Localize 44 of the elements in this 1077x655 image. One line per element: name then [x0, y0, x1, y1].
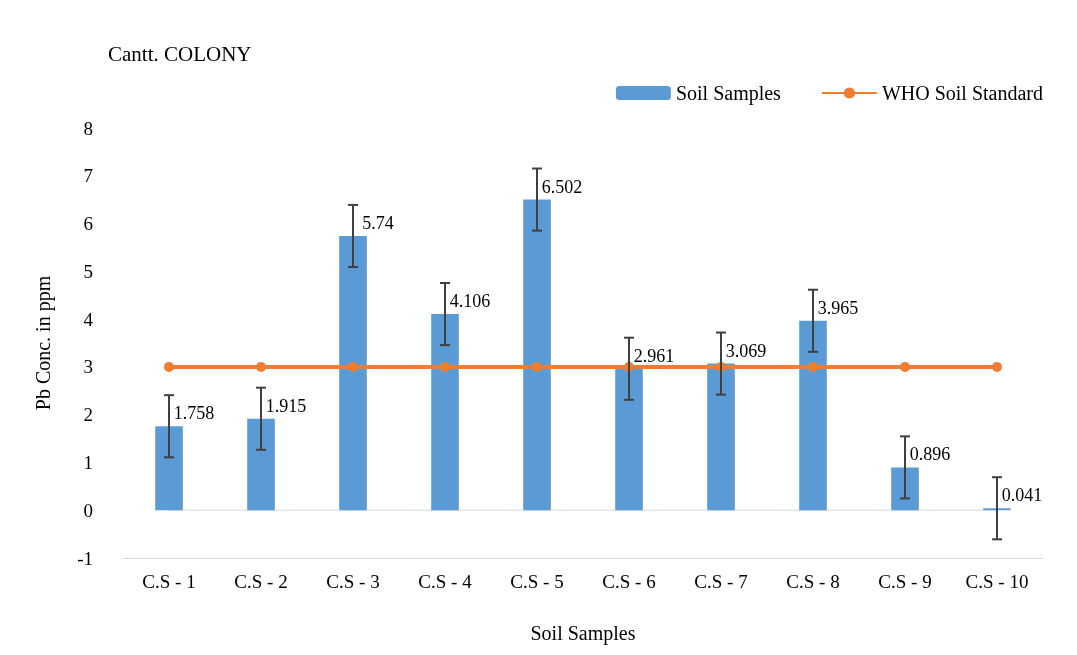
y-tick-label: 8 — [83, 117, 93, 139]
bar — [339, 235, 367, 511]
bar — [891, 467, 919, 511]
bar — [615, 368, 643, 511]
x-tick-label: C.S - 5 — [510, 571, 564, 592]
y-tick-label: 3 — [83, 356, 93, 378]
bar — [155, 426, 183, 511]
x-tick-label: C.S - 9 — [878, 571, 932, 592]
x-tick-label: C.S - 2 — [234, 571, 288, 592]
y-tick-label: 7 — [83, 165, 93, 187]
bar — [431, 314, 459, 511]
x-tick-label: C.S - 10 — [965, 571, 1029, 592]
x-tick-label: C.S - 4 — [418, 571, 473, 592]
x-tick-label: C.S - 3 — [326, 571, 380, 592]
legend-label: WHO Soil Standard — [881, 82, 1043, 104]
bar — [247, 418, 275, 511]
y-tick-label: -1 — [77, 547, 93, 569]
bar — [799, 320, 827, 511]
y-tick-label: 5 — [83, 260, 93, 282]
chart-title: Cantt. COLONY — [108, 41, 252, 66]
data-label: 2.961 — [633, 345, 675, 366]
y-tick-label: 4 — [83, 308, 94, 330]
x-tick-label: C.S - 8 — [786, 571, 840, 592]
x-tick-label: C.S - 1 — [142, 571, 196, 592]
data-label: 1.758 — [173, 403, 215, 424]
y-tick-label: 6 — [83, 213, 93, 235]
bar — [707, 363, 735, 511]
y-tick-label: 1 — [83, 451, 93, 473]
data-label: 3.965 — [817, 297, 859, 318]
x-tick-label: C.S - 7 — [694, 571, 748, 592]
y-axis-title: Pb Conc. in ppm — [32, 275, 55, 411]
data-label: 0.896 — [909, 444, 951, 465]
data-label: 0.041 — [1001, 485, 1043, 506]
data-label: 3.069 — [725, 340, 767, 361]
data-label: 4.106 — [449, 291, 491, 312]
data-label: 5.74 — [362, 212, 394, 233]
y-tick-label: 2 — [83, 404, 93, 426]
bar — [523, 199, 551, 511]
data-label: 1.915 — [265, 395, 307, 416]
legend-label: Soil Samples — [675, 82, 782, 105]
x-tick-label: C.S - 6 — [602, 571, 656, 592]
data-label: 6.502 — [541, 176, 583, 197]
y-tick-label: 0 — [83, 499, 93, 521]
x-axis-title: Soil Samples — [530, 622, 636, 645]
